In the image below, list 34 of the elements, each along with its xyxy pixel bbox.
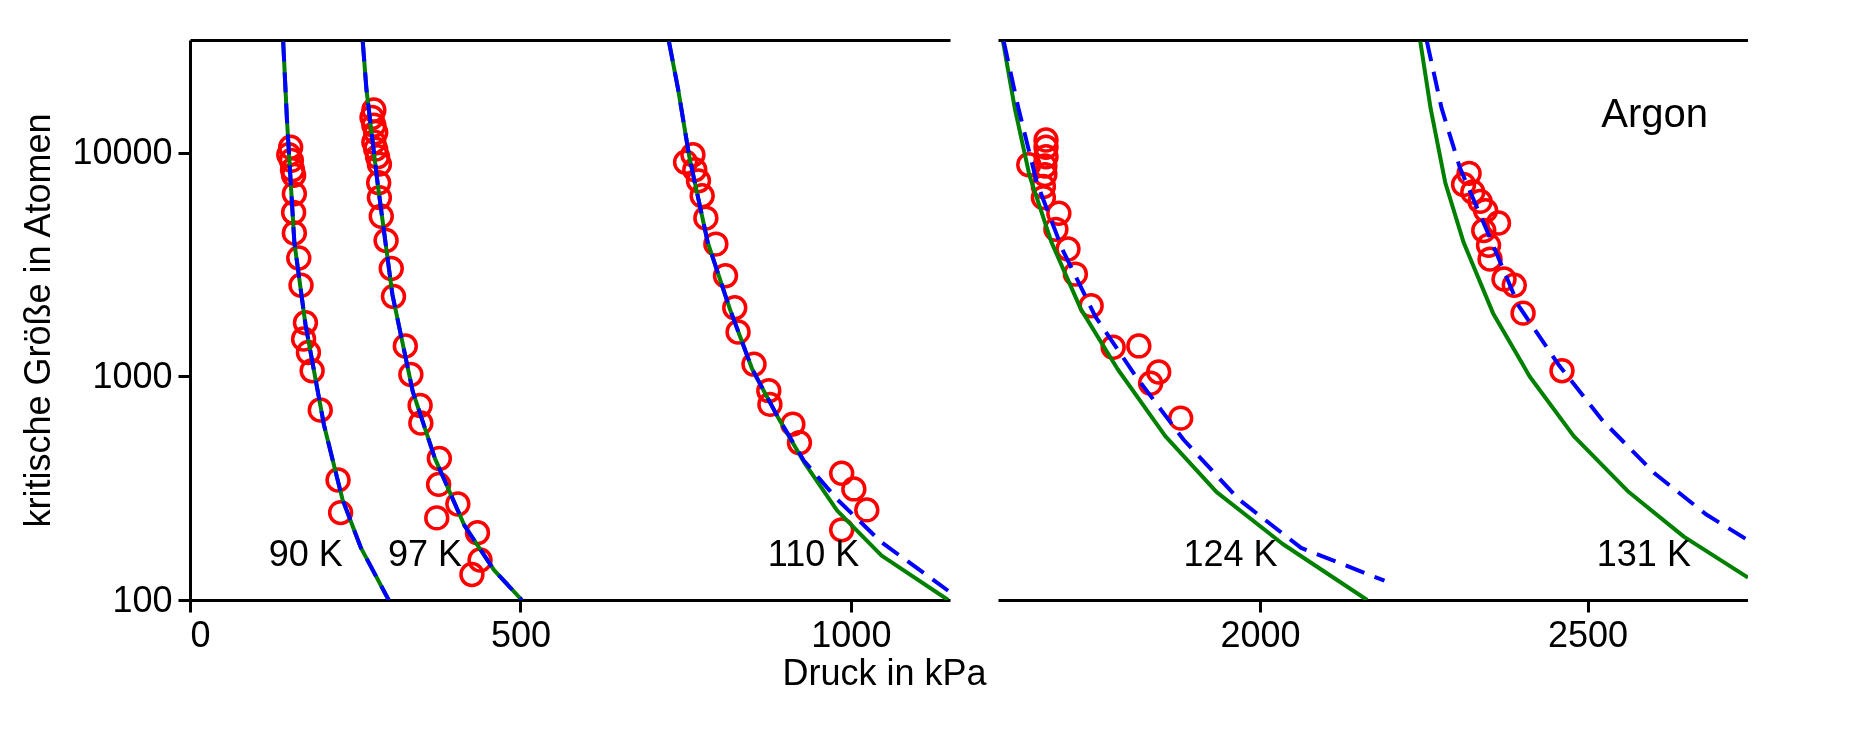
series-label: 110 K [767, 533, 860, 575]
series-label: 131 K [1596, 533, 1691, 575]
point [1033, 144, 1059, 170]
point [1046, 200, 1072, 226]
x-tick-label: 2000 [1220, 613, 1301, 655]
point [1485, 210, 1512, 236]
series-label: 97 K [388, 533, 463, 575]
point [1137, 370, 1164, 396]
x-tick-label: 500 [490, 613, 551, 655]
point [1167, 405, 1194, 431]
point [1033, 134, 1059, 160]
line-series [360, 40, 524, 600]
x-axis-title: Druck in kPa [782, 652, 988, 693]
x-tick-label: 2500 [1547, 613, 1629, 655]
point [1549, 358, 1575, 384]
point [1460, 179, 1486, 205]
point [1501, 272, 1527, 298]
annotation: Argon [1601, 91, 1708, 135]
x-tick-label: 0 [190, 613, 211, 655]
point [1033, 127, 1059, 153]
y-tick-label: 1000 [92, 354, 173, 396]
y-axis-title: kritische Größe in Atomen [17, 113, 59, 528]
point [1471, 217, 1497, 244]
point [1126, 333, 1152, 359]
y-tick-label: 10000 [72, 131, 173, 173]
y-tick-label: 100 [112, 578, 173, 620]
point [1467, 188, 1493, 215]
x-tick-label: 1000 [811, 613, 892, 655]
point [1510, 300, 1536, 326]
series-label: 90 K [268, 533, 343, 575]
series-label: 124 K [1183, 533, 1278, 575]
point [1456, 160, 1482, 187]
point [1491, 266, 1517, 292]
point [1145, 359, 1172, 385]
